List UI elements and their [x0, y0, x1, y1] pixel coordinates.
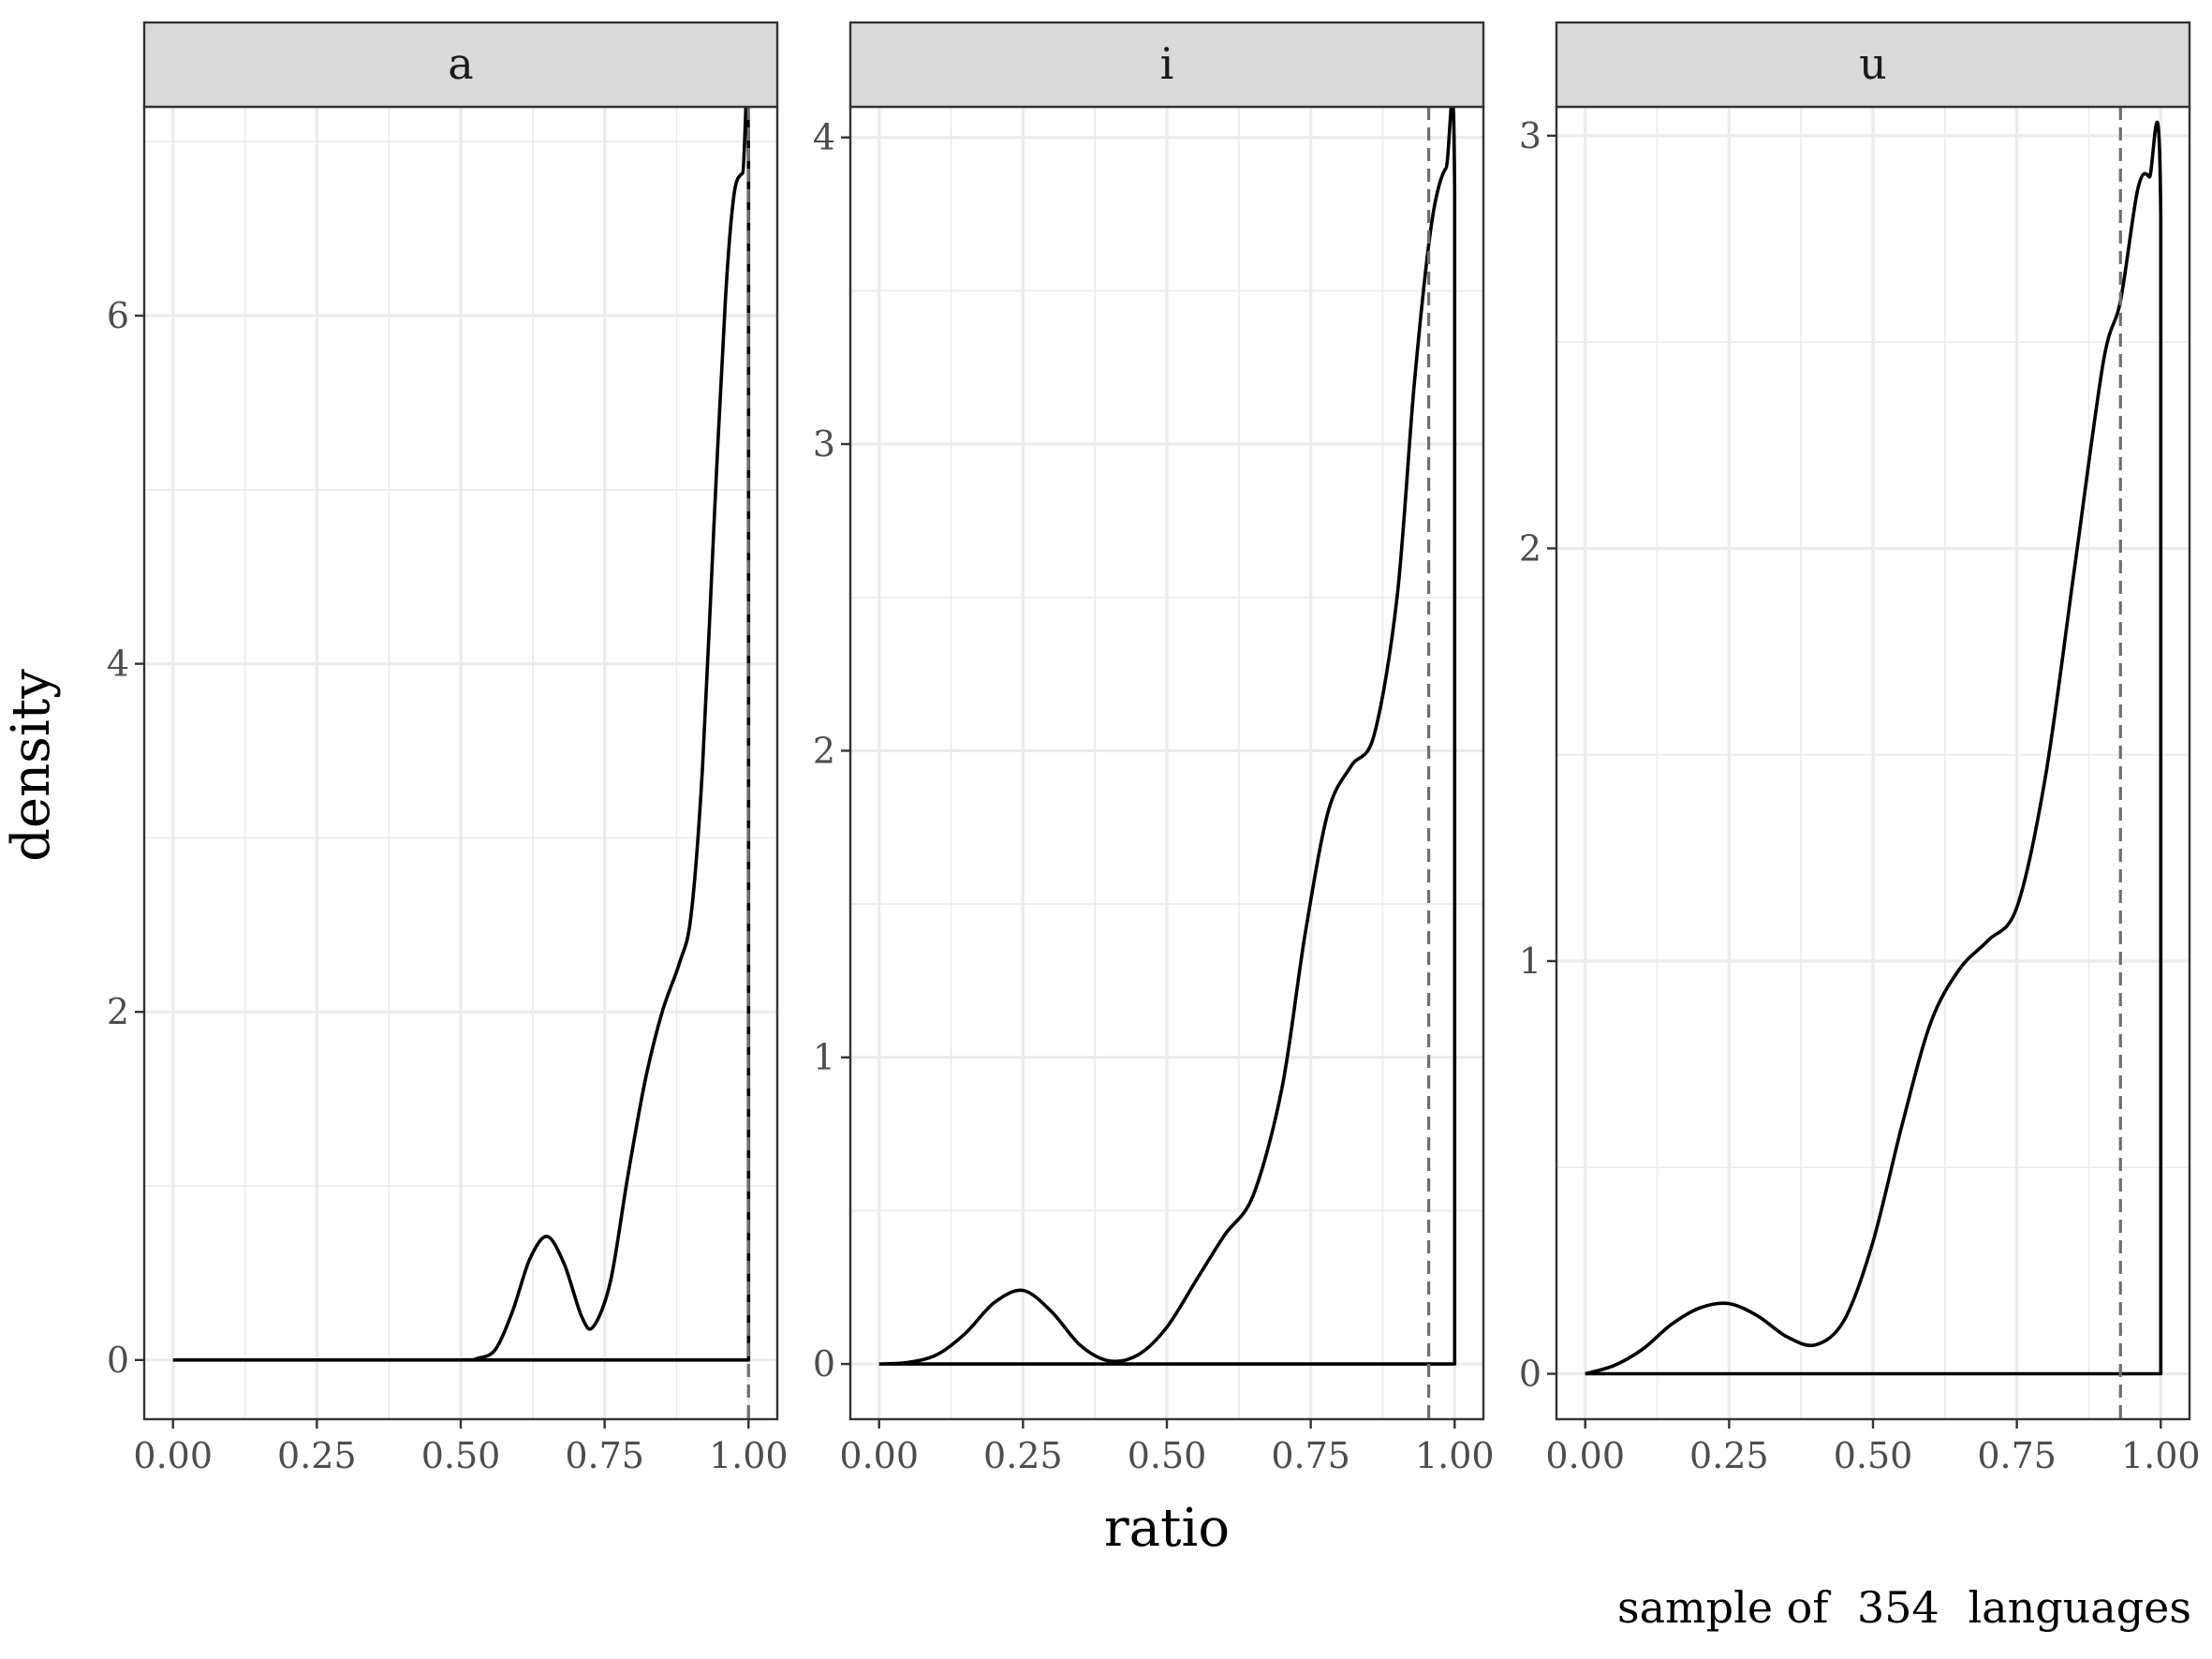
facet-strip: [142, 21, 779, 109]
caption-suffix: languages: [1968, 1582, 2191, 1633]
x-tick-label: 1.00: [709, 1435, 789, 1476]
y-tick-label: 3: [813, 423, 835, 465]
caption-prefix: sample of: [1617, 1582, 1831, 1633]
facet-label: u: [1859, 38, 1887, 89]
y-tick-label: 4: [107, 644, 129, 685]
y-tick-label: 2: [107, 991, 129, 1032]
x-tick-label: 0.25: [277, 1435, 357, 1476]
x-tick-label: 1.00: [1415, 1435, 1495, 1476]
x-axis-title: ratio: [1104, 1498, 1230, 1559]
panel-i: i 0.00 0.25 0.50 0.75 1.00 0 1 2 3 4: [813, 21, 1495, 1476]
caption-count: 354: [1857, 1582, 1939, 1633]
y-tick-label: 3: [1519, 115, 1541, 156]
x-tick-label: 0.50: [421, 1435, 501, 1476]
facet-label: a: [448, 38, 473, 89]
panel-u: u 0.00 0.25 0.50 0.75 1.00 0 1 2 3: [1519, 21, 2201, 1476]
x-tick-label: 0.00: [1545, 1435, 1625, 1476]
facet-strip: [1555, 21, 2191, 109]
y-tick-label: 1: [813, 1037, 835, 1078]
x-tick-label: 0.25: [983, 1435, 1063, 1476]
caption: sample of 354 languages: [1617, 1582, 2191, 1633]
density-curve-a: [172, 85, 751, 1362]
density-curve-i: [878, 97, 1457, 1366]
x-tick-label: 0.00: [839, 1435, 919, 1476]
panels-layer: a 0.00 0.25 0.50 0.75 1.00 0 2 4 6 i 0.00 0.25 0.50 0.…: [107, 21, 2201, 1476]
x-tick-label: 0.00: [133, 1435, 213, 1476]
y-tick-label: 2: [813, 730, 835, 771]
y-tick-label: 0: [813, 1343, 835, 1385]
x-tick-label: 0.75: [565, 1435, 644, 1476]
x-tick-label: 0.50: [1834, 1435, 1913, 1476]
y-axis-title: density: [1, 669, 62, 862]
y-tick-label: 4: [813, 117, 835, 158]
y-tick-label: 6: [107, 295, 129, 336]
density-curve-u: [1585, 120, 2163, 1376]
y-tick-label: 1: [1519, 941, 1541, 982]
y-tick-label: 0: [1519, 1354, 1541, 1395]
x-tick-label: 0.25: [1689, 1435, 1769, 1476]
x-tick-label: 0.50: [1128, 1435, 1207, 1476]
panel-a: a 0.00 0.25 0.50 0.75 1.00 0 2 4 6: [107, 21, 789, 1476]
x-tick-label: 0.75: [1977, 1435, 2057, 1476]
facet-label: i: [1160, 38, 1174, 89]
x-tick-label: 0.75: [1271, 1435, 1350, 1476]
y-tick-label: 0: [107, 1340, 129, 1381]
x-tick-label: 1.00: [2121, 1435, 2201, 1476]
facet-strip: [848, 21, 1485, 109]
y-tick-label: 2: [1519, 527, 1541, 569]
